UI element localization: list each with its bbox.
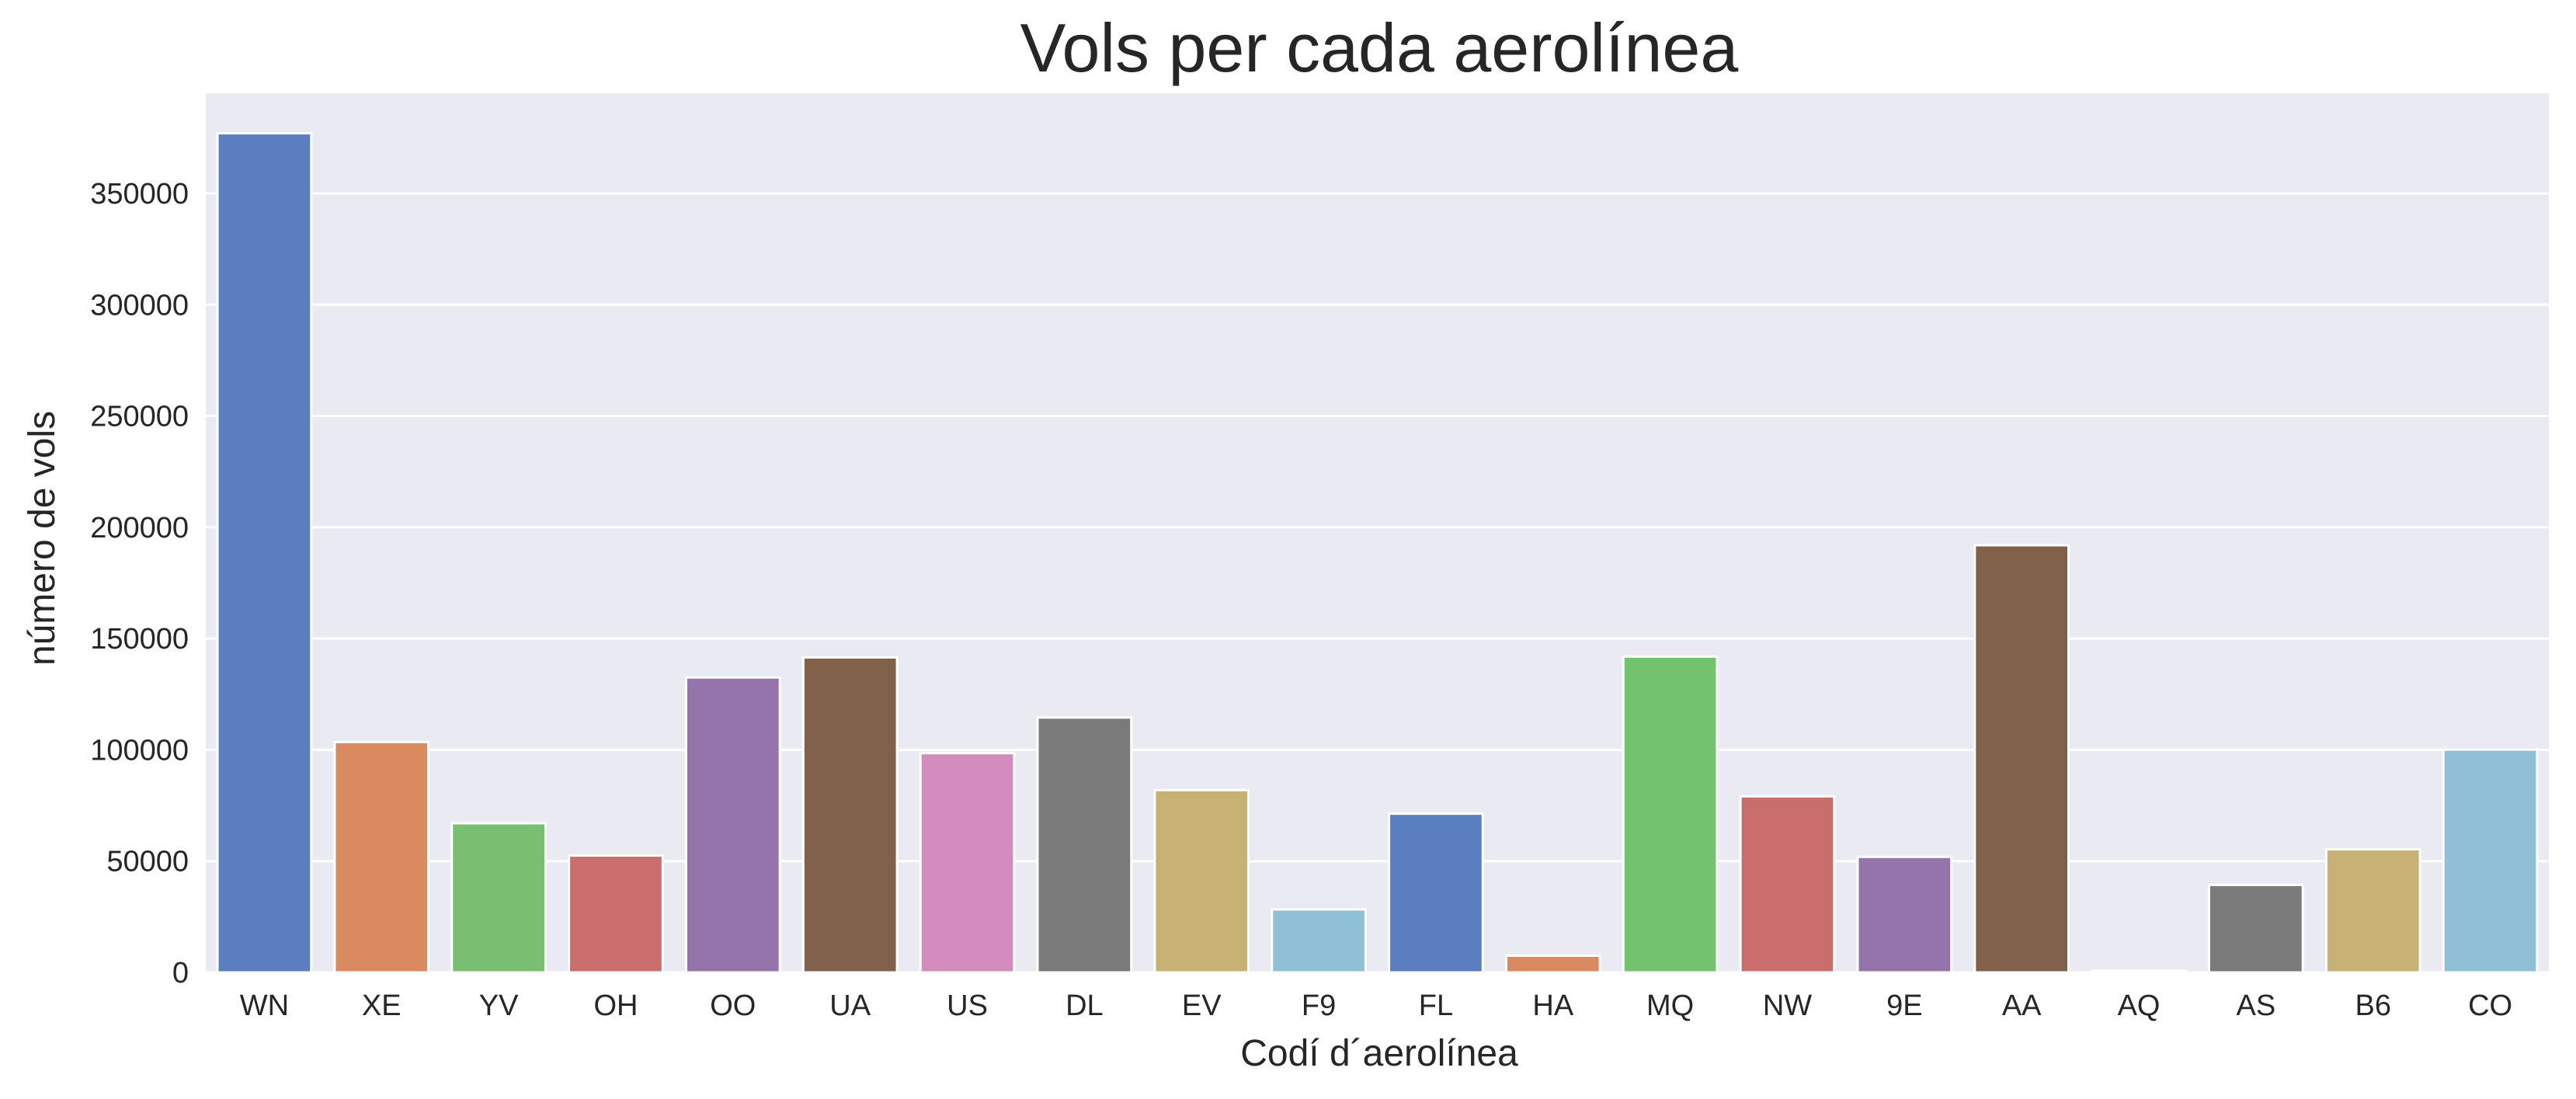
x-tick-label-YV: YV [479,989,519,1022]
bar-OO [684,676,781,974]
y-tick-label-6: 300000 [90,289,189,322]
plot-background [206,93,2549,972]
y-tick-label-5: 250000 [90,401,189,433]
bar-EV [1153,788,1250,974]
x-tick-label-MQ: MQ [1646,989,1694,1022]
x-tick-label-AA: AA [2002,989,2042,1022]
bar-AA [1973,544,2070,974]
x-tick-label-US: US [947,989,988,1022]
x-tick-label-WN: WN [240,989,289,1022]
x-tick-label-HA: HA [1532,989,1573,1022]
bar-HA [1504,955,1601,974]
chart-title: Vols per cada aerolínea [1020,9,1739,86]
x-tick-label-UA: UA [829,989,871,1022]
y-tick-label-3: 150000 [90,623,189,656]
x-tick-label-XE: XE [362,989,402,1022]
x-tick-label-B6: B6 [2355,989,2390,1022]
bar-US [919,752,1016,974]
bars [216,132,2539,974]
bar-XE [333,740,430,974]
bar-DL [1036,716,1133,974]
y-tick-label-2: 100000 [90,734,189,767]
y-tick-labels: 0 50000 100000 150000 200000 250000 300000 3500… [90,178,189,989]
bar-F9 [1271,908,1367,974]
bar-FL [1388,812,1484,974]
y-tick-label-1: 50000 [106,846,189,878]
x-tick-label-OO: OO [710,989,756,1022]
bar-AQ [2091,969,2187,974]
bar-UA [801,656,899,974]
bar-YV [450,822,547,974]
x-tick-label-NW: NW [1763,989,1812,1022]
y-axis-label: número de vols [22,411,63,666]
x-tick-label-CO: CO [2468,989,2512,1022]
y-tick-label-0: 0 [172,957,189,989]
x-tick-label-FL: FL [1419,989,1453,1022]
x-axis-label: Codí d´aerolínea [1240,1033,1518,1074]
x-tick-label-F9: F9 [1302,989,1336,1022]
x-tick-labels: WN XE YV OH OO UA US DL EV F9 FL HA MQ NW 9E AA AQ AS B6 CO [240,989,2512,1022]
bar-B6 [2324,848,2421,974]
bar-9E [1856,855,1953,974]
x-tick-label-AQ: AQ [2118,989,2161,1022]
y-tick-label-7: 350000 [90,178,189,210]
x-tick-label-OH: OH [593,989,638,1022]
bar-NW [1739,795,1836,974]
bar-WN [216,132,313,974]
x-tick-label-DL: DL [1066,989,1104,1022]
x-tick-label-9E: 9E [1886,989,1922,1022]
bar-CO [2442,748,2539,974]
bar-MQ [1622,655,1719,974]
bar-OH [568,854,664,974]
x-tick-label-AS: AS [2237,989,2276,1022]
y-tick-label-4: 200000 [90,512,189,544]
bar-AS [2208,883,2304,974]
x-tick-label-EV: EV [1182,989,1222,1022]
